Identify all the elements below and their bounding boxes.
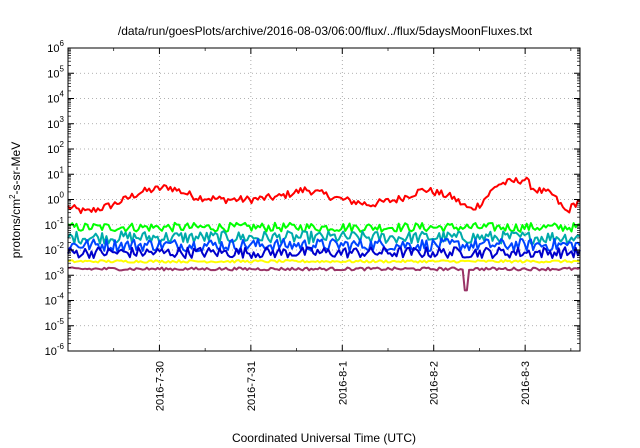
y-axis-ticks: 10-6 10-5 10-4 10-3 10-2 10-1 100 101 102 103 104 1… (45, 39, 580, 358)
y-tick-label: 10-6 (45, 342, 65, 358)
x-axis-label: Coordinated Universal Time (UTC) (232, 431, 416, 445)
y-tick-label: 10-3 (45, 266, 65, 282)
y-tick-label: 102 (47, 140, 64, 156)
x-tick-label: 2016-8-2 (429, 361, 441, 405)
x-tick-label: 2016-7-30 (154, 361, 166, 411)
x-tick-label: 2016-8-3 (520, 361, 532, 405)
y-tick-label: 105 (47, 64, 64, 80)
y-axis-label: protons/cm2-s-sr-MeV (8, 142, 23, 258)
y-tick-label: 10-2 (45, 241, 65, 257)
y-tick-label: 104 (47, 90, 64, 106)
y-tick-label: 10-4 (45, 292, 65, 308)
y-tick-label: 10-1 (45, 216, 65, 232)
y-tick-label: 103 (47, 115, 64, 131)
series-layer (67, 176, 581, 292)
series-line (67, 221, 581, 233)
series-line (67, 237, 581, 253)
series-line (67, 246, 581, 260)
series-line (67, 266, 581, 292)
series-line (67, 259, 581, 264)
series-line (67, 230, 581, 245)
y-tick-label: 106 (47, 39, 64, 55)
grid-lines (68, 48, 580, 351)
chart-title: /data/run/goesPlots/archive/2016-08-03/0… (118, 24, 533, 38)
y-tick-label: 101 (47, 165, 64, 181)
x-axis-ticks: 2016-7-30 2016-7-31 2016-8-1 2016-8-2 2016-8… (113, 48, 572, 411)
y-tick-label: 100 (47, 191, 64, 207)
y-tick-label: 10-5 (45, 317, 65, 333)
series-line (67, 176, 581, 215)
x-tick-label: 2016-7-31 (246, 361, 258, 411)
x-tick-label: 2016-8-1 (337, 361, 349, 405)
